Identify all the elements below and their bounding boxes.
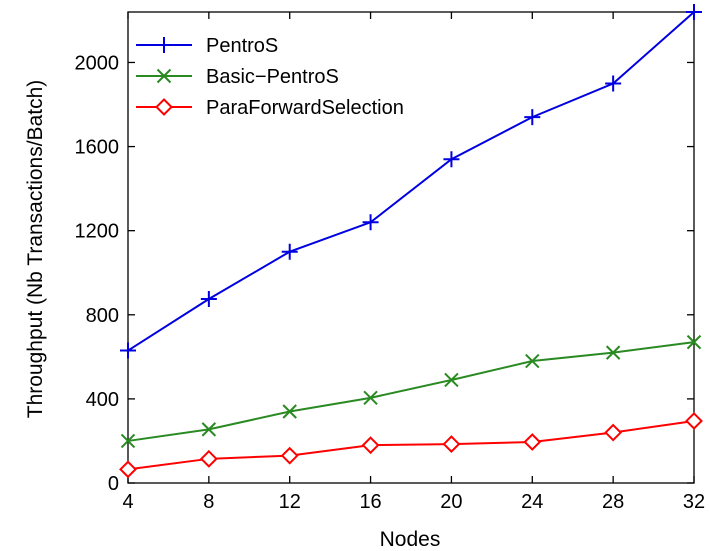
x-marker (120, 433, 136, 449)
plus-marker (156, 37, 172, 53)
diamond-marker (155, 98, 173, 116)
plus-marker (686, 4, 702, 20)
plus-marker (524, 109, 541, 126)
series-line (127, 11, 695, 352)
x-tick-label: 28 (602, 491, 624, 513)
y-tick-label: 800 (86, 305, 119, 327)
series-layer (119, 4, 703, 479)
x-marker (444, 372, 459, 388)
plus-marker (443, 151, 460, 168)
series-line (127, 419, 695, 471)
diamond-marker (361, 436, 380, 455)
y-tick-label: 0 (108, 473, 119, 495)
x-marker (201, 422, 217, 437)
x-tick-label: 8 (203, 491, 214, 513)
x-marker (156, 68, 172, 84)
axes: 4 8 12 16 20 24 28 32 0 400 800 1200 1600 2000 (75, 11, 705, 513)
plus-marker (281, 243, 298, 260)
x-tick-label: 16 (359, 491, 381, 513)
diamond-marker (685, 412, 703, 430)
x-marker (605, 345, 621, 360)
plus-marker (605, 75, 622, 92)
plus-marker (362, 214, 379, 231)
diamond-marker (119, 460, 137, 479)
y-tick-label: 1600 (75, 137, 120, 159)
legend-label: PentroS (206, 35, 278, 57)
series (120, 334, 702, 449)
y-tick-label: 2000 (75, 52, 120, 74)
x-axis-label: Nodes (380, 528, 441, 551)
x-tick-label: 12 (279, 491, 301, 513)
x-tick-label: 32 (683, 491, 705, 513)
series-line (127, 341, 695, 442)
diamond-marker (199, 449, 218, 468)
legend-item: ParaForwardSelection (136, 97, 404, 119)
series (119, 412, 703, 479)
x-tick-label: 24 (521, 491, 543, 513)
y-tick-label: 400 (86, 389, 119, 411)
y-tick-label: 1200 (75, 221, 120, 243)
legend-label: Basic−PentroS (206, 66, 339, 88)
diamond-marker (442, 435, 461, 454)
diamond-marker (523, 433, 542, 451)
x-marker (686, 334, 702, 350)
legend: PentroS Basic−PentroS ParaForwardSelection (136, 35, 404, 119)
legend-item: Basic−PentroS (136, 66, 339, 88)
y-axis-label: Throughput (Nb Transactions/Batch) (24, 80, 47, 419)
legend-item: PentroS (136, 35, 278, 57)
plus-marker (200, 291, 217, 308)
diamond-marker (604, 423, 623, 442)
x-tick-label: 20 (440, 491, 462, 513)
x-tick-label: 4 (122, 491, 133, 513)
x-marker (282, 404, 297, 419)
x-marker (363, 390, 378, 406)
diamond-marker (280, 446, 299, 465)
plus-marker (120, 342, 136, 359)
plot-frame (127, 11, 695, 484)
legend-label: ParaForwardSelection (206, 97, 404, 119)
x-marker (525, 353, 540, 369)
series (120, 4, 702, 359)
